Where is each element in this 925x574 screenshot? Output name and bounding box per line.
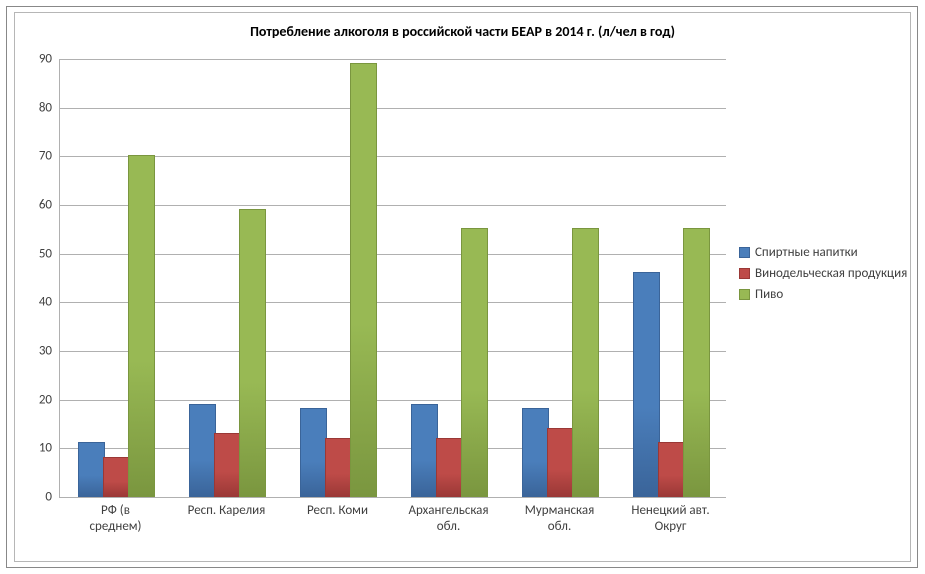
x-tick-label: Респ. Карелия [171,497,282,519]
x-tick-label: Архангельскаяобл. [393,497,504,534]
chart-gridline [60,59,726,60]
chart-gridline [60,205,726,206]
chart-bar [572,228,599,497]
chart-bar [411,404,438,497]
chart-bar [633,272,660,497]
chart-gridline [60,156,726,157]
y-tick-label: 20 [22,392,52,407]
chart-bar [128,155,155,497]
chart-gridline [60,400,726,401]
legend-label: Винодельческая продукция [755,266,907,281]
chart-frame: Потребление алкоголя в российской части … [14,12,911,562]
chart-bar [522,408,549,497]
chart-gridline [60,302,726,303]
y-tick-label: 40 [22,295,52,310]
legend-item: Винодельческая продукция [739,266,907,281]
chart-bar [214,433,241,497]
chart-bar [547,428,574,497]
chart-bar [658,442,685,497]
legend-swatch [739,247,750,258]
legend-item: Пиво [739,287,907,302]
y-tick-label: 50 [22,246,52,261]
chart-bar [78,442,105,497]
chart-bar [461,228,488,497]
chart-bar [239,209,266,497]
chart-plot-area: 0102030405060708090РФ (всреднем)Респ. Ка… [59,59,726,498]
chart-gridline [60,108,726,109]
chart-gridline [60,254,726,255]
chart-bar [350,63,377,497]
chart-legend: Спиртные напитки Винодельческая продукция… [739,245,907,308]
chart-bar [325,438,352,497]
x-tick-label: РФ (всреднем) [60,497,171,534]
chart-bar [300,408,327,497]
chart-bar [103,457,130,497]
chart-gridline [60,448,726,449]
legend-label: Пиво [755,287,783,302]
x-tick-label: Мурманскаяобл. [504,497,615,534]
legend-swatch [739,268,750,279]
chart-bar [436,438,463,497]
legend-item: Спиртные напитки [739,245,907,260]
chart-bar [683,228,710,497]
y-tick-label: 10 [22,441,52,456]
legend-swatch [739,289,750,300]
x-tick-label: Ненецкий авт.Округ [615,497,726,534]
y-tick-label: 0 [22,490,52,505]
y-tick-label: 60 [22,198,52,213]
y-tick-label: 70 [22,149,52,164]
y-tick-label: 30 [22,344,52,359]
chart-title: Потребление алкоголя в российской части … [15,23,910,40]
chart-bar [189,404,216,497]
chart-gridline [60,351,726,352]
y-tick-label: 90 [22,52,52,67]
legend-label: Спиртные напитки [755,245,858,260]
y-tick-label: 80 [22,100,52,115]
x-tick-label: Респ. Коми [282,497,393,519]
